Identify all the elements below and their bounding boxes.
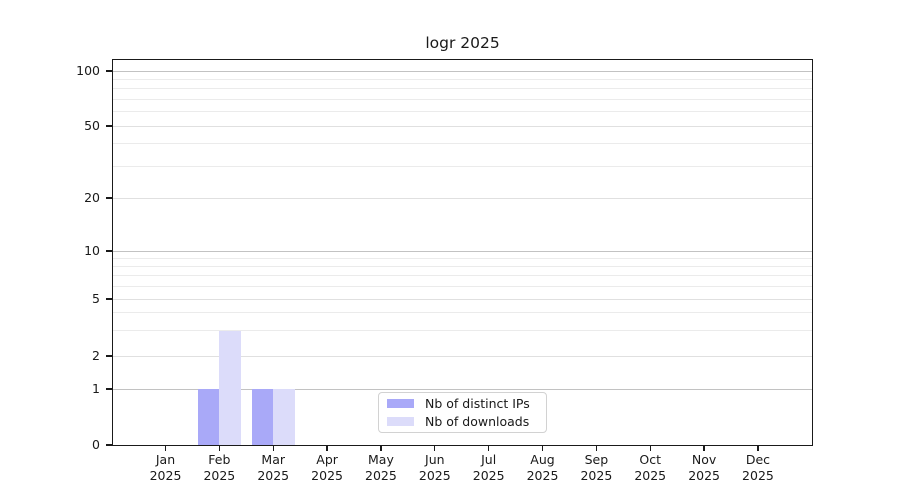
x-axis-tick-label: Dec 2025	[742, 452, 774, 483]
bar-downloads-mar	[273, 389, 295, 445]
x-axis-tick	[757, 445, 759, 451]
x-axis-tick	[326, 445, 328, 451]
x-axis-tick	[434, 445, 436, 451]
legend-entry-distinct-ips: Nb of distinct IPs	[387, 396, 546, 411]
x-axis-tick-label: Jun 2025	[418, 452, 451, 483]
gridline-minor	[113, 78, 812, 80]
x-axis-tick-label: Feb 2025	[203, 452, 236, 483]
gridline-minor	[113, 88, 812, 90]
y-axis-tick-label: 2	[92, 348, 100, 363]
gridline-decade	[113, 388, 812, 390]
gridline-decade	[113, 70, 812, 72]
gridline-minor	[113, 265, 812, 267]
gridline-minor	[113, 257, 812, 259]
legend-swatch-distinct-ips	[387, 399, 414, 408]
bar-distinct-ips-feb	[197, 389, 220, 445]
gridline-minor	[113, 312, 812, 314]
legend-label-distinct-ips: Nb of distinct IPs	[425, 396, 530, 411]
gridline-decade	[113, 250, 812, 252]
y-axis-tick	[106, 444, 113, 446]
x-axis-tick	[595, 445, 598, 451]
gridline-minor	[113, 98, 812, 100]
gridline-labeled	[113, 197, 812, 199]
legend-entry-downloads: Nb of downloads	[387, 414, 546, 429]
gridline-minor	[113, 111, 812, 113]
gridline-labeled	[113, 125, 812, 127]
x-axis-tick-label: Mar 2025	[257, 452, 290, 483]
y-axis-tick	[106, 70, 113, 72]
y-axis-tick	[106, 125, 113, 127]
chart-title: logr 2025	[425, 34, 500, 52]
gridline-minor	[113, 143, 812, 145]
y-axis-tick-label: 20	[84, 190, 100, 205]
y-axis-tick	[106, 355, 113, 357]
x-axis-tick-label: Oct 2025	[634, 452, 667, 483]
y-axis-tick-label: 10	[84, 243, 100, 258]
legend-label-downloads: Nb of downloads	[425, 414, 530, 429]
x-axis-tick	[541, 445, 544, 451]
y-axis-tick	[106, 250, 113, 252]
bar-distinct-ips-mar	[251, 389, 274, 445]
gridline-minor	[113, 285, 812, 287]
x-axis-tick-label: Apr 2025	[311, 452, 343, 483]
y-axis-tick-label: 50	[84, 118, 100, 133]
x-axis-tick-label: Jan 2025	[149, 452, 182, 483]
y-axis-tick	[106, 388, 113, 390]
y-axis-tick-label: 5	[92, 291, 100, 306]
y-axis-tick	[106, 298, 113, 300]
x-axis-tick-label: Sep 2025	[580, 452, 613, 483]
legend: Nb of distinct IPs Nb of downloads	[378, 392, 547, 433]
y-axis-tick	[106, 197, 113, 199]
x-axis-tick	[164, 445, 167, 451]
x-axis-tick-label: Nov 2025	[688, 452, 720, 483]
x-axis-tick	[703, 445, 705, 451]
gridline-labeled	[113, 355, 812, 357]
gridline-minor	[113, 165, 812, 167]
x-axis-tick-label: May 2025	[365, 452, 397, 483]
x-axis-tick	[488, 445, 490, 451]
x-axis-tick	[380, 445, 382, 451]
x-axis-tick-label: Jul 2025	[472, 452, 505, 483]
gridline-minor	[113, 275, 812, 277]
legend-swatch-downloads	[387, 417, 414, 426]
gridline-labeled	[113, 298, 812, 300]
x-axis-tick	[218, 445, 220, 451]
gridline-minor	[113, 330, 812, 332]
y-axis-tick-label: 1	[92, 381, 100, 396]
x-axis-tick	[649, 445, 651, 451]
y-axis-tick-label: 0	[92, 437, 100, 452]
y-axis-tick-label: 100	[76, 63, 100, 78]
x-axis-tick-label: Aug 2025	[526, 452, 559, 483]
bar-downloads-feb	[219, 330, 241, 445]
x-axis-tick	[272, 445, 274, 451]
